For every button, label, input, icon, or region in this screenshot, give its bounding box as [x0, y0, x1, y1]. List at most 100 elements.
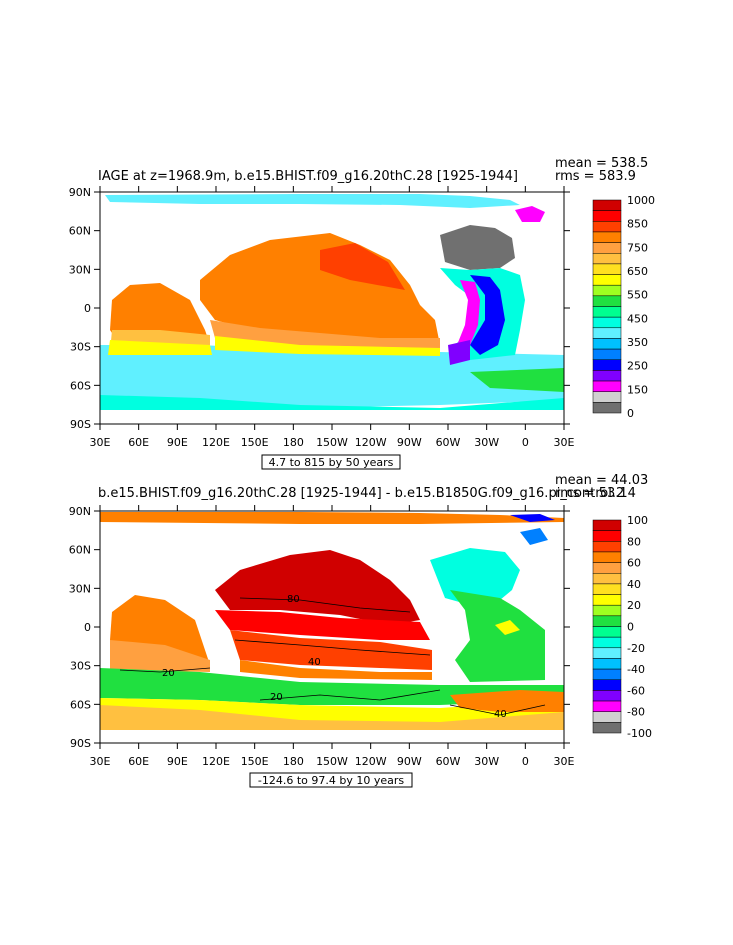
contour-label: 40 [494, 709, 507, 720]
colorbar-swatch [592, 284, 622, 297]
colorbar-swatch [592, 583, 622, 595]
lon-label: 30E [554, 436, 575, 449]
colorbar-swatch [592, 253, 622, 265]
lon-label: 120W [355, 755, 387, 768]
colorbar-label: 450 [627, 312, 648, 325]
colorbar-swatch [592, 647, 622, 659]
panel-2-contours [119, 597, 546, 716]
lat-label: 30S [70, 341, 91, 354]
lon-label: 60W [436, 436, 461, 449]
colorbar-swatch [592, 636, 622, 649]
labrador-sea-old-water [440, 225, 515, 270]
panel-2-colorbar: 100 80 60 40 20 0 -20 -40 -60 -80 -100 [592, 514, 652, 740]
lat-label: 60S [70, 698, 91, 711]
colorbar-swatch [592, 700, 622, 712]
panel-1: IAGE at z=1968.9m, b.e15.BHIST.f09_g16.2… [69, 156, 655, 470]
lat-label: 30N [69, 582, 91, 595]
colorbar-swatch [592, 615, 622, 627]
panel-1-mean: mean = 538.5 [555, 156, 648, 171]
lon-label: 60W [436, 755, 461, 768]
colorbar-label: 80 [627, 535, 641, 548]
lon-label: 180 [283, 436, 304, 449]
lon-label: 60E [128, 755, 149, 768]
arctic-ocean [100, 512, 564, 524]
panel-1-colorbar: 1000 850 750 650 550 450 350 250 150 0 [592, 194, 655, 420]
colorbar-swatch [592, 658, 622, 670]
colorbar-label: 850 [627, 218, 648, 231]
panel-1-map [100, 192, 564, 424]
colorbar-swatch [592, 679, 622, 691]
pacific-ocean [215, 550, 420, 625]
colorbar-swatch [592, 626, 622, 638]
colorbar-swatch [592, 380, 622, 392]
lon-label: 30E [90, 436, 111, 449]
lat-label: 60S [70, 379, 91, 392]
colorbar-swatch [592, 370, 622, 382]
contour-label: 80 [287, 594, 300, 605]
southern-ocean [100, 668, 564, 705]
colorbar-label: 150 [627, 383, 648, 396]
colorbar-swatch [592, 530, 622, 542]
lat-label: 30N [69, 263, 91, 276]
lon-label: 30E [554, 755, 575, 768]
lat-label: 90S [70, 418, 91, 431]
colorbar-swatch [592, 541, 622, 553]
colorbar-swatch [592, 711, 622, 723]
panel-2: b.e15.BHIST.f09_g16.20thC.28 [1925-1944]… [69, 473, 652, 788]
colorbar-swatch [592, 210, 622, 222]
colorbar-swatch [592, 391, 622, 403]
panel-2-range-label: -124.6 to 97.4 by 10 years [258, 774, 405, 787]
colorbar-swatch [592, 327, 622, 339]
lon-label: 120E [202, 755, 230, 768]
colorbar-label: -100 [627, 727, 652, 740]
lon-label: 150W [316, 436, 348, 449]
colorbar-swatch [592, 221, 622, 233]
contour-label: 40 [308, 657, 321, 668]
colorbar-label: -40 [627, 663, 645, 676]
panel-1-title: IAGE at z=1968.9m, b.e15.BHIST.f09_g16.2… [98, 169, 518, 184]
panel-2-axes: 90N 60N 30N 0 30S 60S 90S 30E 60E 90E 120E 150E 180 1… [69, 505, 575, 768]
colorbar-label: -60 [627, 684, 645, 697]
lon-label: 90E [167, 755, 188, 768]
panel-2-mean: mean = 44.03 [555, 473, 648, 488]
colorbar-swatch [592, 295, 622, 307]
colorbar-label: 250 [627, 360, 648, 373]
colorbar-swatch [592, 231, 622, 243]
colorbar-swatch [592, 604, 622, 617]
lon-label: 120W [355, 436, 387, 449]
arctic-ocean [105, 194, 520, 208]
lon-label: 120E [202, 436, 230, 449]
lat-label: 60N [69, 544, 91, 557]
colorbar-swatch [592, 199, 622, 211]
lat-label: 60N [69, 225, 91, 238]
panel-2-contour-labels: 80 40 20 20 40 [162, 594, 507, 720]
colorbar-swatch [592, 519, 622, 531]
lon-label: 60E [128, 436, 149, 449]
colorbar-swatch [592, 316, 622, 329]
colorbar-label: 1000 [627, 194, 655, 207]
colorbar-label: 550 [627, 289, 648, 302]
colorbar-swatch [592, 551, 622, 563]
lon-label: 150E [241, 755, 269, 768]
colorbar-swatch [592, 594, 622, 606]
colorbar-swatch [592, 690, 622, 702]
colorbar-swatch [592, 338, 622, 350]
southern-ocean [100, 345, 564, 408]
colorbar-label: 20 [627, 599, 641, 612]
atlantic-ocean [440, 268, 525, 360]
lon-label: 150W [316, 755, 348, 768]
colorbar-label: 650 [627, 265, 648, 278]
colorbar-label: 0 [627, 407, 634, 420]
colorbar-swatch [592, 359, 622, 371]
colorbar-label: -80 [627, 706, 645, 719]
contour-label: 20 [162, 668, 175, 679]
colorbar-swatch [592, 306, 622, 318]
colorbar-label: 40 [627, 578, 641, 591]
lat-label: 0 [84, 621, 91, 634]
lon-label: 90E [167, 436, 188, 449]
lat-label: 0 [84, 302, 91, 315]
indian-ocean [110, 283, 210, 345]
colorbar-label: 60 [627, 557, 641, 570]
lat-label: 90N [69, 186, 91, 199]
colorbar-swatch [592, 402, 622, 414]
